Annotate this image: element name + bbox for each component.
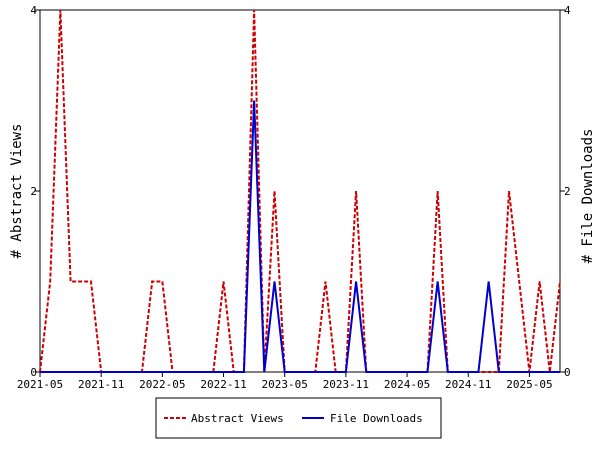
legend-label-abstract-views: Abstract Views — [191, 412, 284, 425]
y-axis-title-right: # File Downloads — [580, 129, 596, 264]
y-axis-right: 0 2 4 — [560, 4, 571, 379]
y-tick-label: 0 — [30, 366, 37, 379]
y-axis-left: 0 2 4 — [30, 4, 40, 379]
y2-tick-label: 4 — [564, 4, 571, 17]
y2-tick-label: 2 — [564, 185, 571, 198]
x-tick-label: 2024-05 — [384, 378, 430, 391]
y2-tick-label: 0 — [564, 366, 571, 379]
series-line-file-downloads — [40, 100, 560, 373]
x-tick-label: 2025-05 — [506, 378, 552, 391]
x-axis: 2021-05 2021-11 2022-05 2022-11 2023-05 2023-… — [17, 372, 553, 391]
x-tick-label: 2021-05 — [17, 378, 63, 391]
legend-box — [155, 397, 442, 439]
x-tick-label: 2023-05 — [262, 378, 308, 391]
x-tick-label: 2022-11 — [200, 378, 246, 391]
y-tick-label: 4 — [30, 4, 37, 17]
x-tick-label: 2023-11 — [323, 378, 369, 391]
plot-area — [39, 9, 561, 373]
series-layer — [39, 9, 561, 373]
x-tick-label: 2022-05 — [139, 378, 185, 391]
legend: Abstract Views File Downloads — [155, 397, 442, 439]
legend-label-file-downloads: File Downloads — [330, 412, 423, 425]
y-axis-title-left: # Abstract Views — [9, 124, 25, 259]
x-tick-label: 2021-11 — [78, 378, 124, 391]
x-tick-label: 2024-11 — [445, 378, 491, 391]
y-tick-label: 2 — [30, 185, 37, 198]
